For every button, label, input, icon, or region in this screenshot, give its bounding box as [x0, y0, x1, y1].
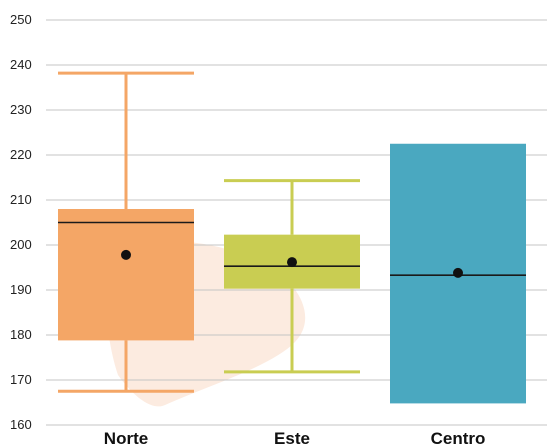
y-tick-label-220: 220 [10, 147, 32, 162]
y-tick-label-200: 200 [10, 237, 32, 252]
box-centro [390, 143, 526, 404]
box-norte [58, 71, 194, 393]
x-category-label-norte: Norte [104, 429, 148, 448]
y-tick-label-230: 230 [10, 102, 32, 117]
y-tick-label-190: 190 [10, 282, 32, 297]
y-tick-label-180: 180 [10, 327, 32, 342]
y-axis-tick-labels: 160 170 180 190 200 210 220 230 240 250 [10, 12, 32, 432]
x-category-label-este: Este [274, 429, 310, 448]
mean-marker [121, 249, 131, 260]
mean-marker [287, 257, 297, 268]
y-tick-label-160: 160 [10, 417, 32, 432]
box-series [58, 71, 526, 404]
y-tick-label-210: 210 [10, 192, 32, 207]
x-axis-category-labels: Norte Este Centro [104, 429, 486, 448]
y-tick-label-170: 170 [10, 372, 32, 387]
iqr-box [58, 209, 194, 341]
x-category-label-centro: Centro [431, 429, 486, 448]
box-este [224, 179, 360, 374]
mean-marker [453, 267, 463, 278]
y-tick-label-240: 240 [10, 57, 32, 72]
y-tick-label-250: 250 [10, 12, 32, 27]
